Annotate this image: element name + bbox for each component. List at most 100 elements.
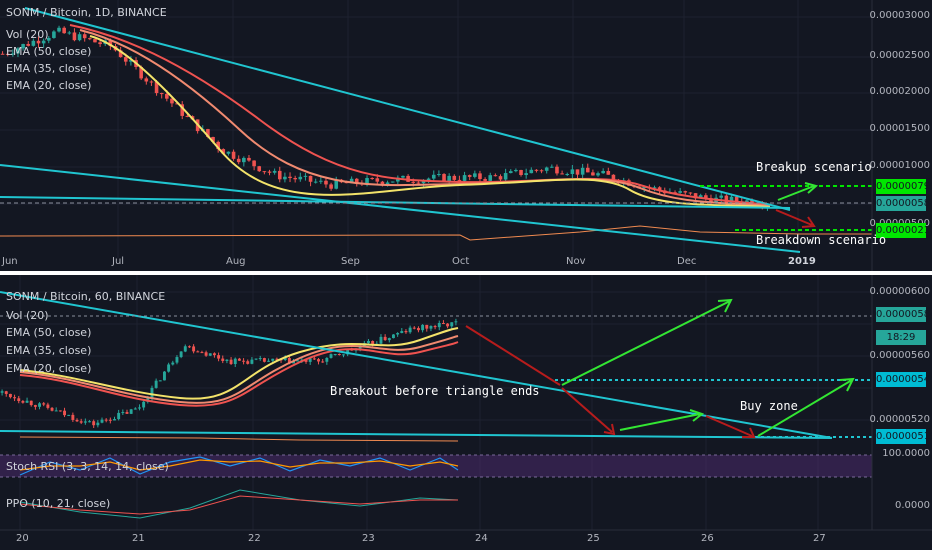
bottom-candle [380,337,383,344]
bottom-candle [446,324,449,327]
bottom-time-tick: 24 [475,533,488,544]
stoch-rsi-label[interactable]: Stoch RSI (3, 3, 14, 14, close) [6,460,169,474]
top-candle [370,178,374,179]
bottom-legend-volume[interactable]: Vol (20) [6,309,49,323]
breakdown-arrow [776,210,814,227]
top-time-tick: Sep [341,256,360,267]
breakup-annotation: Breakup scenario [756,160,872,174]
bottom-candle [205,352,208,355]
top-candle [278,171,282,179]
bottom-candle [325,358,328,362]
bottom-candle [313,358,316,359]
top-candle [519,170,523,175]
top-candle [88,38,92,39]
buy-zone-annotation: Buy zone [740,399,798,413]
top-candle [576,169,580,174]
ppo-label[interactable]: PPO (10, 21, close) [6,497,110,511]
bottom-candle [92,421,95,425]
breakout-price-tag: 0.00000546 [876,372,926,387]
bottom-candle [1,391,4,392]
bottom-time-tick: 21 [132,533,145,544]
top-last-price-tag: 0.00000584 [876,196,926,211]
bottom-candle [338,354,341,355]
top-candle [463,175,467,181]
top-candle [453,176,457,180]
top-price-tick: 0.00001500 [870,123,930,134]
top-candle [68,32,72,33]
top-candle [678,191,682,193]
bottom-legend-ema50[interactable]: EMA (50, close) [6,326,91,340]
top-grid [0,0,872,258]
top-candle [83,34,87,38]
top-candle [468,175,472,177]
top-candle [401,176,405,178]
bottom-candle [134,409,137,410]
top-candle [232,152,236,159]
top-legend-ema35[interactable]: EMA (35, close) [6,62,91,76]
top-candle [504,173,508,179]
bottom-candle [101,420,104,423]
top-candle [684,191,688,192]
top-time-tick: 2019 [788,256,816,267]
bottom-time-tick: 23 [362,533,375,544]
panel-separator [0,271,932,275]
bottom-candle [409,328,412,333]
bottom-candle [80,421,83,422]
ppo-tick: 0.0000 [895,500,930,511]
bottom-candle [113,419,116,420]
bottom-candle [225,360,228,361]
top-candle [607,171,611,175]
breakout-annotation: Breakout before triangle ends [330,384,540,398]
bottom-candle [55,410,58,411]
bottom-candle [367,341,370,343]
top-candle [1,54,5,55]
bottom-candle [234,359,237,364]
bottom-candle [271,359,274,361]
bottom-candle [454,321,457,322]
bottom-candle [121,412,124,413]
top-candle [545,168,549,171]
top-candle [555,167,559,174]
bottom-candle [238,359,241,361]
breakdown-annotation: Breakdown scenario [756,233,886,247]
top-candle [93,39,97,42]
top-candle [252,161,256,167]
top-candle [581,168,585,175]
bottom-candle [180,352,183,358]
bottom-candle [188,346,191,347]
bottom-candle [71,415,74,420]
bottom-candle [51,408,54,411]
top-legend-ema20[interactable]: EMA (20, close) [6,79,91,93]
bottom-legend-ema20[interactable]: EMA (20, close) [6,362,91,376]
bottom-candle [213,353,216,355]
bottom-last-price-tag: 0.00000584 [876,307,926,322]
bottom-time-tick: 26 [701,533,714,544]
top-candle [186,116,190,117]
bottom-candle [167,364,170,371]
bottom-candle [155,381,158,388]
top-price-tick: 0.00001000 [870,160,930,171]
top-candle [719,196,723,198]
top-candle [530,170,534,173]
bottom-candle [450,322,453,326]
bottom-candle [425,325,428,329]
top-candle [560,173,564,174]
top-candle [535,170,539,171]
bottom-price-tick: 0.00000600 [870,286,930,297]
bottom-price-tick: 0.00000560 [870,350,930,361]
bottom-candle [126,412,129,414]
bottom-legend-ema35[interactable]: EMA (35, close) [6,344,91,358]
bottom-candle [417,328,420,330]
top-candle [586,168,590,173]
bottom-candle [117,413,120,419]
top-legend-ema50[interactable]: EMA (50, close) [6,45,91,59]
bottom-candle [17,398,20,401]
bottom-candle [217,355,220,358]
top-legend-volume[interactable]: Vol (20) [6,28,49,42]
bottom-lower-trendline [0,431,832,438]
bottom-candle [159,380,162,381]
bottom-candle [384,337,387,340]
top-candle [391,182,395,183]
top-candle [488,175,492,181]
top-candles [1,26,769,211]
